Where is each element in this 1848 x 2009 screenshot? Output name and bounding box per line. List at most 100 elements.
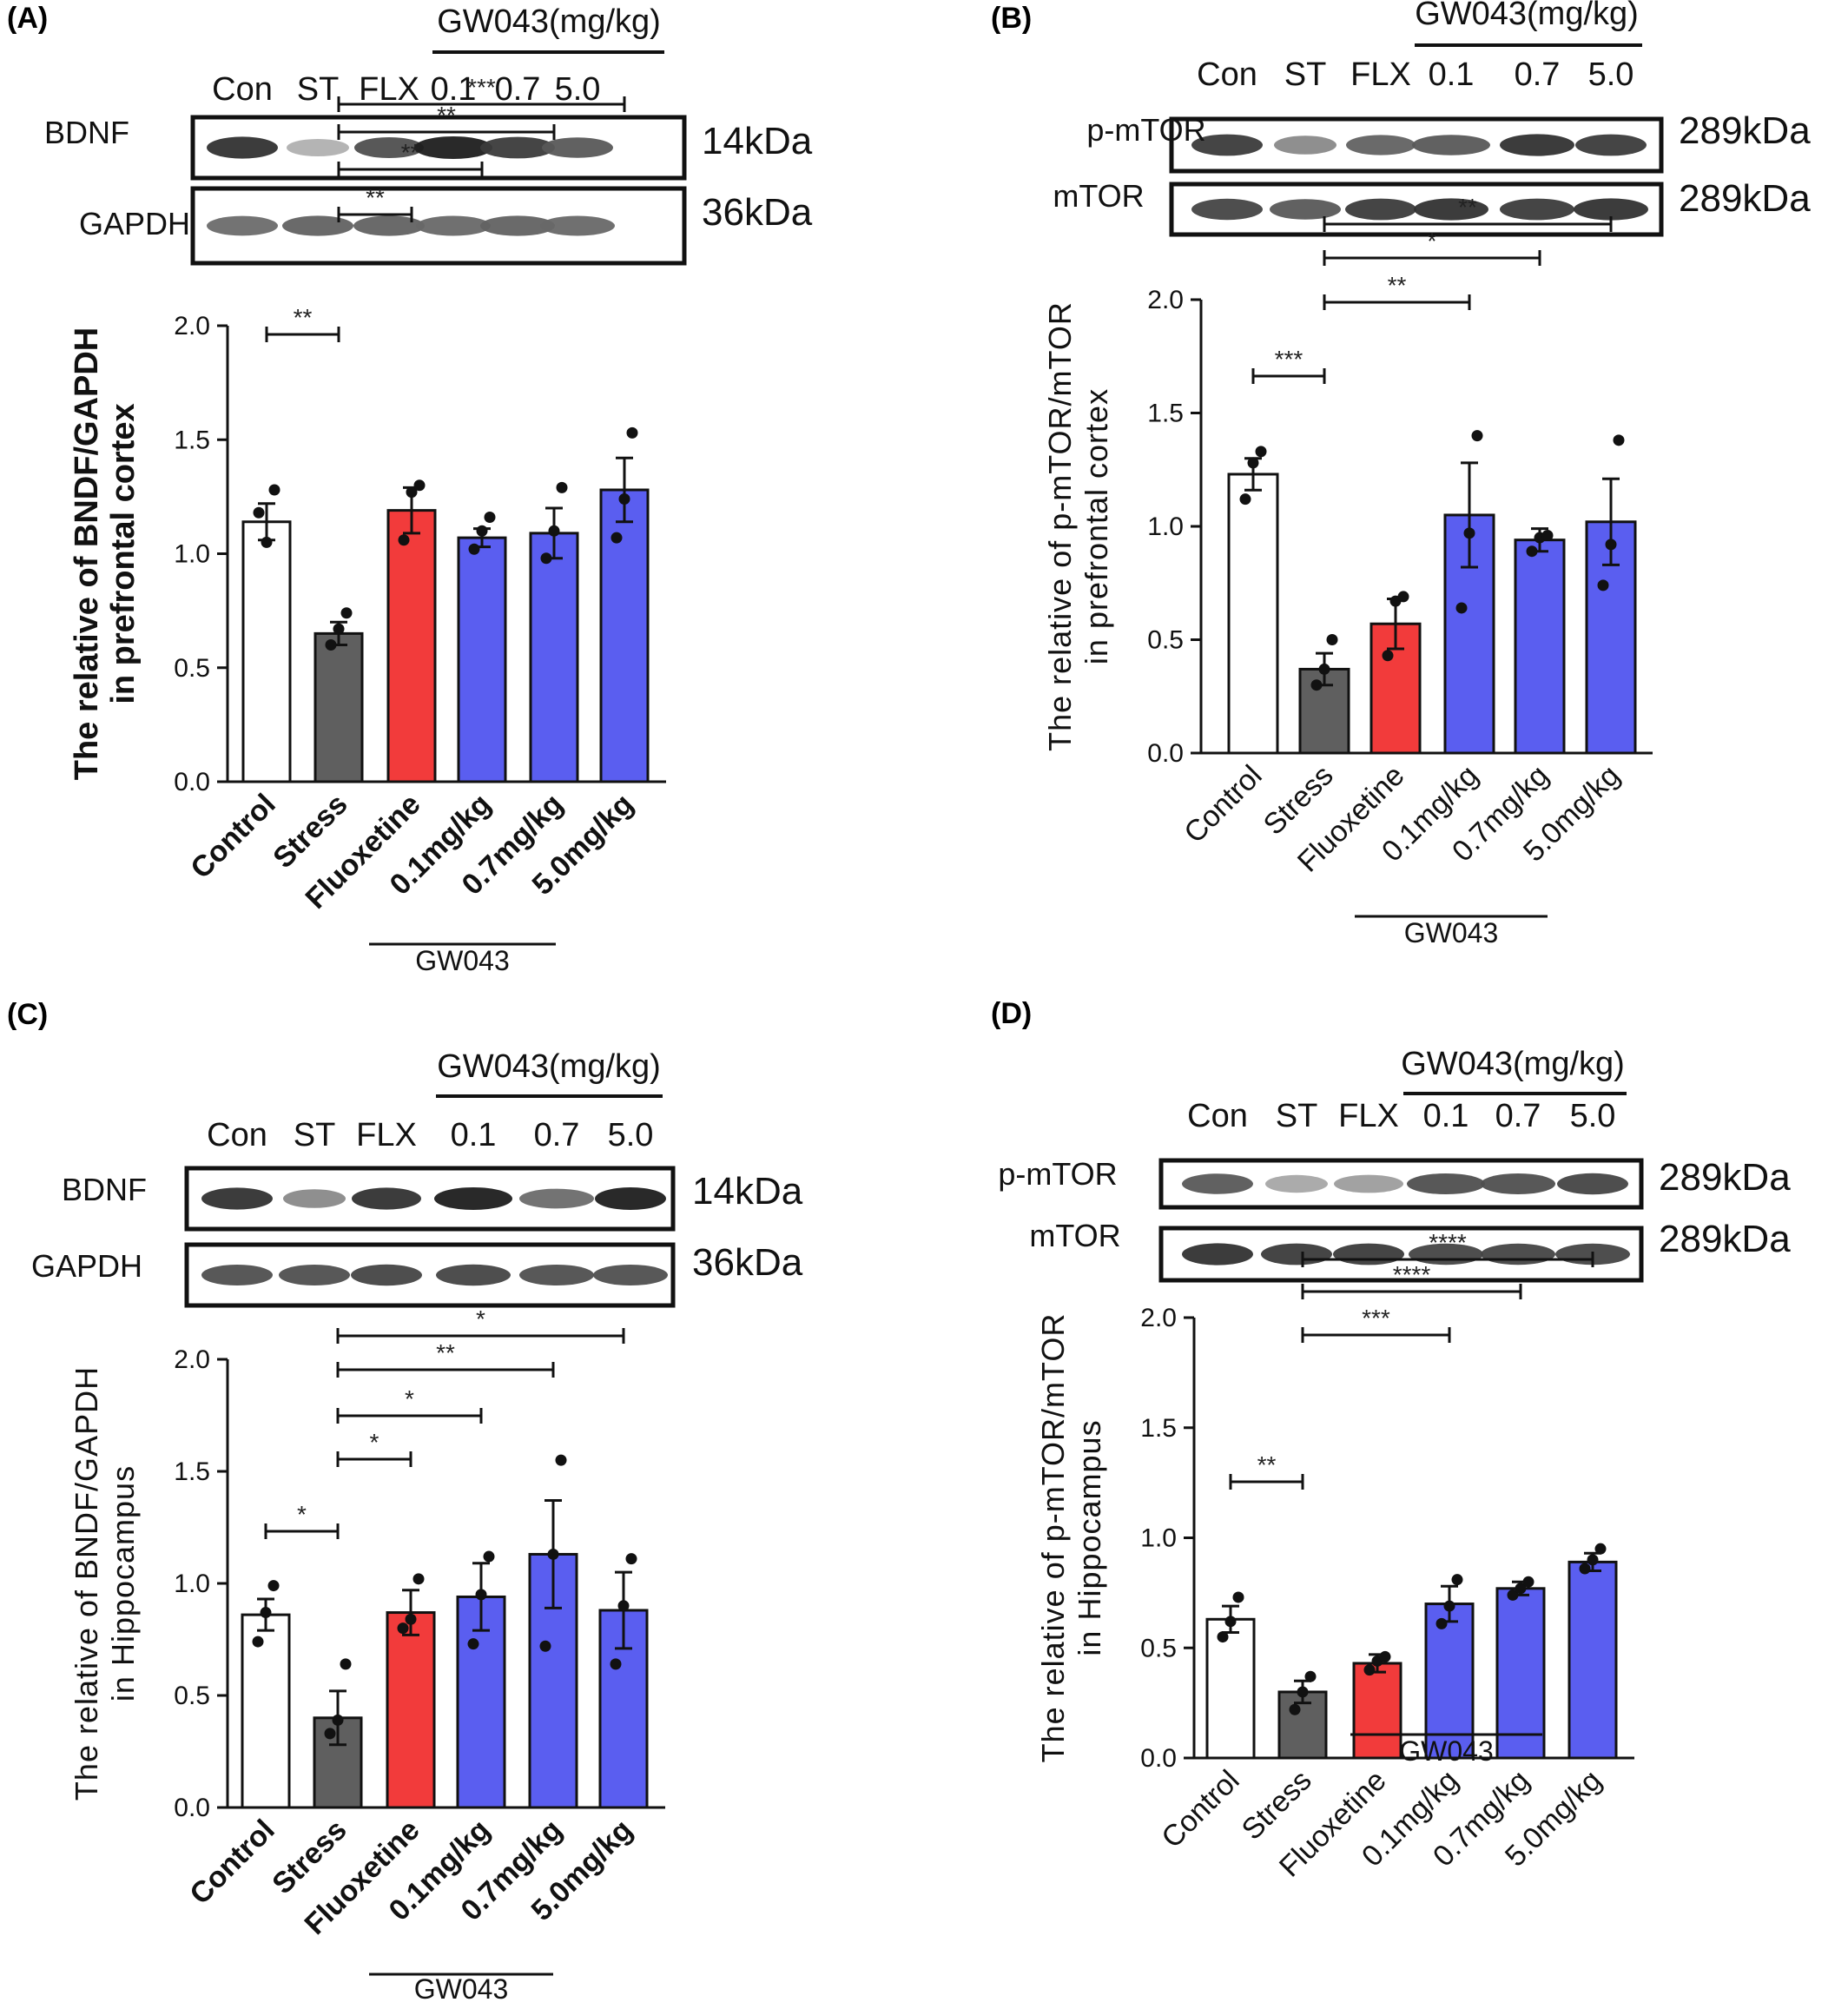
blot-lane-label: FLX: [1338, 1098, 1399, 1134]
blot-band: [1265, 1174, 1328, 1193]
data-point: [333, 623, 345, 635]
data-point: [1397, 591, 1409, 603]
western-blot: GW043(mg/kg) Con ST FLX 0.1 0.7 5.0 BDNF 14kDa GA…: [44, 3, 813, 266]
blot-band: [207, 215, 278, 236]
blot-band: [519, 1265, 594, 1285]
blot-band: [1191, 198, 1263, 221]
bar-fluoxetine: [386, 1611, 436, 1809]
blot-band: [480, 215, 555, 236]
data-point: [1379, 1650, 1391, 1662]
blot-row-p-mtor: p-mTOR 289kDa: [1086, 109, 1811, 174]
bar-0-7mg-kg: [529, 532, 579, 783]
data-point: [618, 493, 630, 505]
y-tick-label: 1.0: [174, 1570, 210, 1598]
panel-b: (B) GW043(mg/kg) Con ST FLX 0.1 0.7 5.0 p-mTOR 28…: [991, 0, 1811, 948]
data-point: [1436, 1617, 1448, 1629]
y-tick-label: 0.0: [174, 768, 210, 796]
significance-label: **: [1388, 272, 1407, 299]
data-point: [1515, 1583, 1527, 1595]
data-point: [1451, 1574, 1463, 1586]
blot-lane-label: 0.1: [1423, 1098, 1469, 1134]
y-tick-label: 1.5: [174, 1457, 210, 1486]
significance-label: *: [405, 1385, 414, 1412]
data-point: [555, 1454, 567, 1466]
data-point: [324, 1728, 336, 1740]
blot-protein-label: mTOR: [1053, 178, 1144, 214]
data-point: [325, 639, 337, 651]
blot-band: [207, 136, 278, 159]
data-point: [260, 1607, 272, 1619]
data-point: [267, 1580, 280, 1592]
data-point: [626, 426, 638, 439]
y-tick-label: 0.0: [1147, 739, 1184, 768]
blot-band: [1407, 1173, 1485, 1194]
significance-label: *: [1428, 228, 1437, 254]
data-point: [406, 486, 418, 499]
blot-lane-label: Con: [207, 1117, 267, 1153]
blot-band: [1182, 1173, 1253, 1194]
data-point: [539, 1640, 551, 1652]
data-point: [1232, 1591, 1244, 1603]
y-axis-label-line: The relative of BNDF/GAPDH: [69, 1366, 104, 1801]
data-point: [467, 1638, 479, 1650]
blot-band: [1334, 1174, 1403, 1193]
blot-lane-label: 5.0: [608, 1117, 654, 1153]
data-point: [1255, 446, 1267, 458]
blot-protein-label: GAPDH: [31, 1248, 142, 1284]
data-point: [1289, 1703, 1301, 1715]
y-tick-label: 0.5: [1147, 626, 1184, 655]
western-blot: GW043(mg/kg) Con ST FLX 0.1 0.7 5.0 p-mTOR 289kD…: [1053, 0, 1811, 237]
data-point: [1613, 434, 1625, 446]
panel-letter: (C): [7, 998, 48, 1031]
blot-group-label: GW043(mg/kg): [1415, 0, 1639, 32]
significance-label: ****: [1393, 1261, 1431, 1288]
blot-band: [1500, 198, 1574, 221]
blot-band: [287, 139, 349, 156]
panel-letter: (B): [991, 2, 1032, 35]
blot-lane-label: Con: [1187, 1098, 1248, 1134]
blot-band: [1481, 1243, 1555, 1266]
bar-control: [1205, 1617, 1256, 1760]
significance-label: *: [476, 1305, 485, 1332]
blot-band: [354, 137, 424, 158]
blot-band: [1345, 198, 1416, 221]
bar-0-1mg-kg: [456, 1595, 506, 1809]
data-point: [1310, 679, 1323, 691]
bar-stress: [314, 631, 364, 783]
data-point: [1579, 1563, 1591, 1575]
blot-band: [351, 1264, 422, 1286]
data-point: [1597, 579, 1609, 591]
blot-band: [542, 137, 613, 158]
data-point: [405, 1613, 417, 1625]
data-point: [1443, 1600, 1455, 1612]
blot-band: [480, 136, 555, 159]
panel-d: (D) GW043(mg/kg) Con ST FLX 0.1 0.7 5.0 p-mTOR 28…: [991, 997, 1791, 1884]
data-point: [1463, 527, 1475, 539]
y-tick-label: 1.5: [1147, 400, 1184, 428]
blot-lane-label: ST: [1276, 1098, 1318, 1134]
blot-band: [1414, 198, 1488, 221]
data-point: [617, 1600, 630, 1612]
y-tick-label: 2.0: [1147, 286, 1184, 314]
data-point: [340, 607, 353, 619]
y-tick-label: 2.0: [174, 1345, 210, 1374]
data-point: [412, 1573, 425, 1585]
data-point: [1507, 1589, 1519, 1601]
blot-kda-label: 289kDa: [1659, 1156, 1791, 1199]
significance-label: ***: [1275, 346, 1304, 373]
data-point: [1382, 650, 1394, 662]
blot-band: [352, 1187, 421, 1210]
x-category-label: Control: [1178, 759, 1268, 849]
data-point: [1224, 1616, 1237, 1628]
y-tick-label: 1.0: [1140, 1524, 1177, 1553]
blot-protein-label: BDNF: [62, 1172, 147, 1207]
group-bracket-label: GW043: [415, 945, 509, 976]
data-point: [1541, 529, 1554, 541]
blot-band: [279, 1265, 350, 1285]
y-tick-label: 0.5: [1140, 1634, 1177, 1662]
data-point: [1326, 634, 1338, 645]
blot-group-label: GW043(mg/kg): [1401, 1046, 1625, 1082]
significance-label: *: [370, 1429, 380, 1456]
significance-label: **: [1257, 1451, 1277, 1478]
blot-row-gapdh: GAPDH 36kDa: [31, 1241, 803, 1308]
